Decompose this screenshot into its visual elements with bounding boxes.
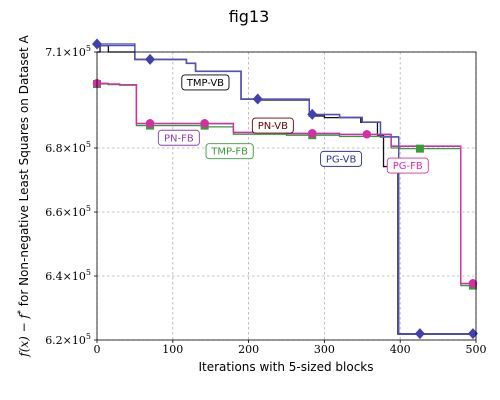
grid-layer [96,51,477,341]
y-axis-label-sup: * [16,310,25,314]
x-tick-label: 400 [390,343,411,356]
annotation-pn-fb: PN-FB [157,129,200,146]
annotation-box [205,143,254,160]
series-line-pg-fb [97,82,476,285]
annotation-box [251,117,294,134]
series-marker-pg-fb [468,279,478,288]
y-tick-label: 7.1×105 [45,44,91,59]
y-tick-label: 6.6×105 [45,204,91,219]
annotation-box [181,74,230,91]
series-marker-pn-vb [252,93,263,105]
series-marker-pn-vb [145,53,156,65]
series-marker-pn-vb [414,328,425,340]
x-tick-label: 500 [466,343,487,356]
annotation-text: PN-FB [164,133,194,144]
y-axis-label: f(x) − f* for Non-negative Least Squares… [16,34,31,357]
series-layer [97,43,476,335]
x-tick-label: 200 [238,343,259,356]
annotation-text: TMP-VB [186,78,224,89]
x-tick-label: 0 [94,343,101,356]
y-tick-label: 6.8×105 [45,140,91,155]
series-line-tmp-vb [97,44,476,335]
series-marker-pg-fb [362,129,372,139]
annotation-tmp-vb: TMP-VB [181,74,230,91]
series-marker-tmp-fb [415,144,424,153]
series-marker-pg-fb [145,119,155,128]
chart-title: fig13 [229,7,270,26]
series-line-pg-vb [97,44,476,335]
annotation-text: PG-FB [393,161,423,172]
annotation-pg-vb: PG-VB [320,150,363,167]
annotation-box [386,157,429,174]
annotation-pg-fb: PG-FB [386,157,429,174]
x-tick-label: 300 [314,343,335,356]
series-marker-pn-vb [467,328,478,340]
marker-layer [92,38,478,340]
series-line-pn-vb [97,43,476,335]
y-tick-label: 6.4×105 [45,268,91,283]
annotation-pn-vb: PN-VB [251,117,294,134]
annotation-text: TMP-FB [210,147,248,158]
series-marker-pg-fb [307,128,317,138]
series-marker-pn-vb [92,38,102,50]
annotation-tmp-fb: TMP-FB [205,143,254,160]
y-axis-label-text: for Non-negative Least Squares on Datase… [17,34,31,310]
series-line-tmp-fb [97,83,476,287]
x-tick-label: 100 [162,343,183,356]
tick-layer: 0 100 200 300 400 500 6.2×105 6.4×105 6.6×105 6.8… [45,44,486,356]
y-tick-label: 6.2×105 [45,332,91,347]
annotation-layer: TMP-VB PN-VB PN-FB TMP-FB PG-VB PG-FB [157,74,429,174]
annotation-text: PN-VB [258,121,288,132]
series-line-pn-fb [97,82,476,285]
x-axis-label: Iterations with 5-sized blocks [199,360,374,374]
series-marker-pn-vb [307,108,318,120]
y-axis-label-math: f(x) − f [17,311,31,357]
series-marker-pg-fb [200,119,209,128]
annotation-text: PG-VB [326,154,357,165]
annotation-box [157,129,200,146]
plot-frame [96,51,477,341]
annotation-box [320,150,363,167]
